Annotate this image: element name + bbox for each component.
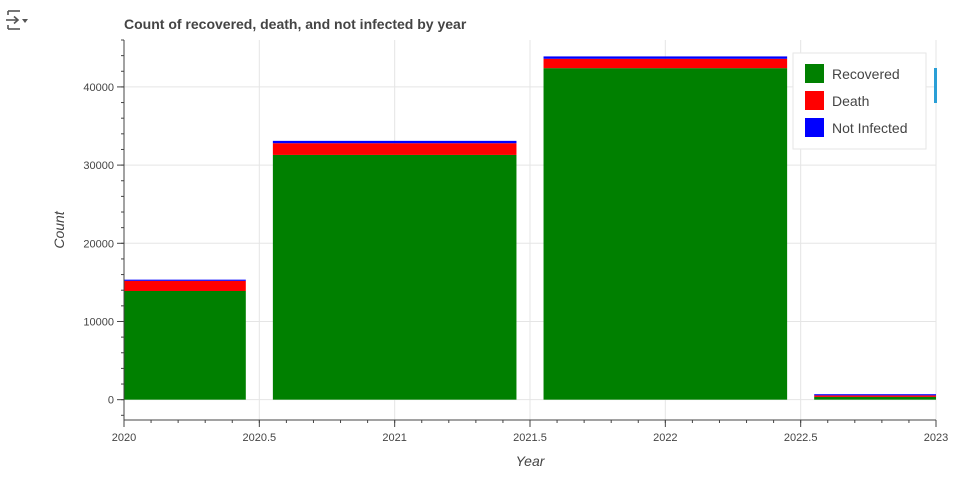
bar-not-infected-2023 bbox=[814, 394, 936, 396]
legend-label-not-infected: Not Infected bbox=[832, 120, 908, 136]
x-tick-label: 2022 bbox=[653, 432, 677, 444]
y-axis-label: Count bbox=[51, 210, 67, 248]
x-tick-label: 2023 bbox=[924, 432, 948, 444]
y-tick-label: 10000 bbox=[83, 316, 114, 328]
bar-death-2020 bbox=[124, 280, 246, 291]
bar-death-2023 bbox=[814, 395, 936, 397]
chart-title: Count of recovered, death, and not infec… bbox=[124, 16, 467, 32]
y-tick-label: 20000 bbox=[83, 238, 114, 250]
x-tick-label: 2020.5 bbox=[243, 432, 277, 444]
legend-label-death: Death bbox=[832, 93, 869, 109]
x-tick-label: 2021 bbox=[382, 432, 406, 444]
x-tick-label: 2022.5 bbox=[784, 432, 818, 444]
bar-not-infected-2020 bbox=[124, 279, 246, 281]
bar-recovered-2021 bbox=[272, 154, 517, 400]
bar-not-infected-2022 bbox=[543, 56, 788, 59]
bar-recovered-2023 bbox=[814, 396, 936, 400]
bar-recovered-2020 bbox=[124, 290, 246, 400]
bar-recovered-2022 bbox=[543, 68, 788, 400]
y-tick-label: 40000 bbox=[83, 82, 114, 94]
x-tick-label: 2021.5 bbox=[513, 432, 547, 444]
y-tick-label: 0 bbox=[108, 395, 114, 407]
output-collapse-icon[interactable] bbox=[4, 8, 30, 32]
legend-swatch-death bbox=[805, 91, 824, 110]
bar-not-infected-2021 bbox=[272, 140, 517, 144]
legend-swatch-recovered bbox=[805, 64, 824, 83]
legend-label-recovered: Recovered bbox=[832, 66, 900, 82]
x-axis-label: Year bbox=[516, 453, 546, 469]
bar-death-2022 bbox=[543, 58, 788, 69]
y-tick-label: 30000 bbox=[83, 160, 114, 172]
scroll-indicator[interactable] bbox=[934, 68, 937, 103]
legend-swatch-not-infected bbox=[805, 118, 824, 137]
bar-death-2021 bbox=[272, 143, 517, 155]
x-tick-label: 2020 bbox=[112, 432, 136, 444]
legend: Recovered Death Not Infected bbox=[792, 52, 927, 150]
